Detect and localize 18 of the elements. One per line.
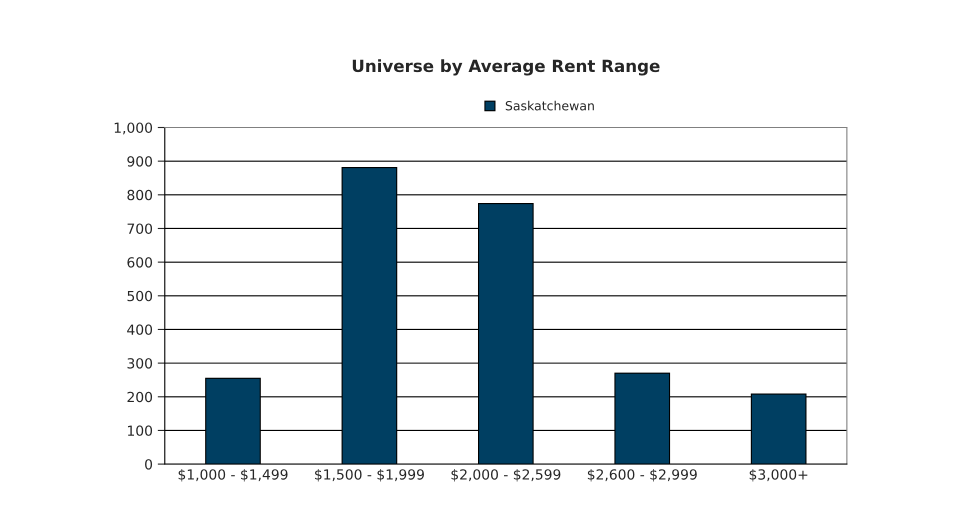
y-tick-label: 900	[127, 156, 152, 167]
chart-title: Universe by Average Rent Range	[352, 59, 660, 76]
y-tick-label: 1,000	[114, 122, 152, 134]
y-tick-label: 600	[127, 257, 152, 268]
legend-label: Saskatchewan	[506, 100, 594, 110]
x-tick-label: $2,000 - $2,599	[451, 468, 560, 482]
y-tick-label: 400	[127, 324, 152, 335]
x-tick-label: $1,500 - $1,999	[315, 468, 424, 482]
x-tick-label: $3,000+	[750, 468, 808, 482]
y-tick-label: 800	[127, 190, 152, 200]
y-tick-label: 300	[128, 358, 152, 369]
x-tick-label: $2,600 - $2,999	[588, 468, 697, 482]
y-tick-label: 200	[127, 392, 152, 402]
y-tick-label: 0	[145, 459, 152, 470]
y-tick-label: 700	[128, 223, 152, 234]
y-tick-label: 100	[128, 425, 152, 436]
y-tick-label: 500	[128, 290, 152, 302]
x-tick-label: $1,000 - $1,499	[178, 468, 288, 482]
